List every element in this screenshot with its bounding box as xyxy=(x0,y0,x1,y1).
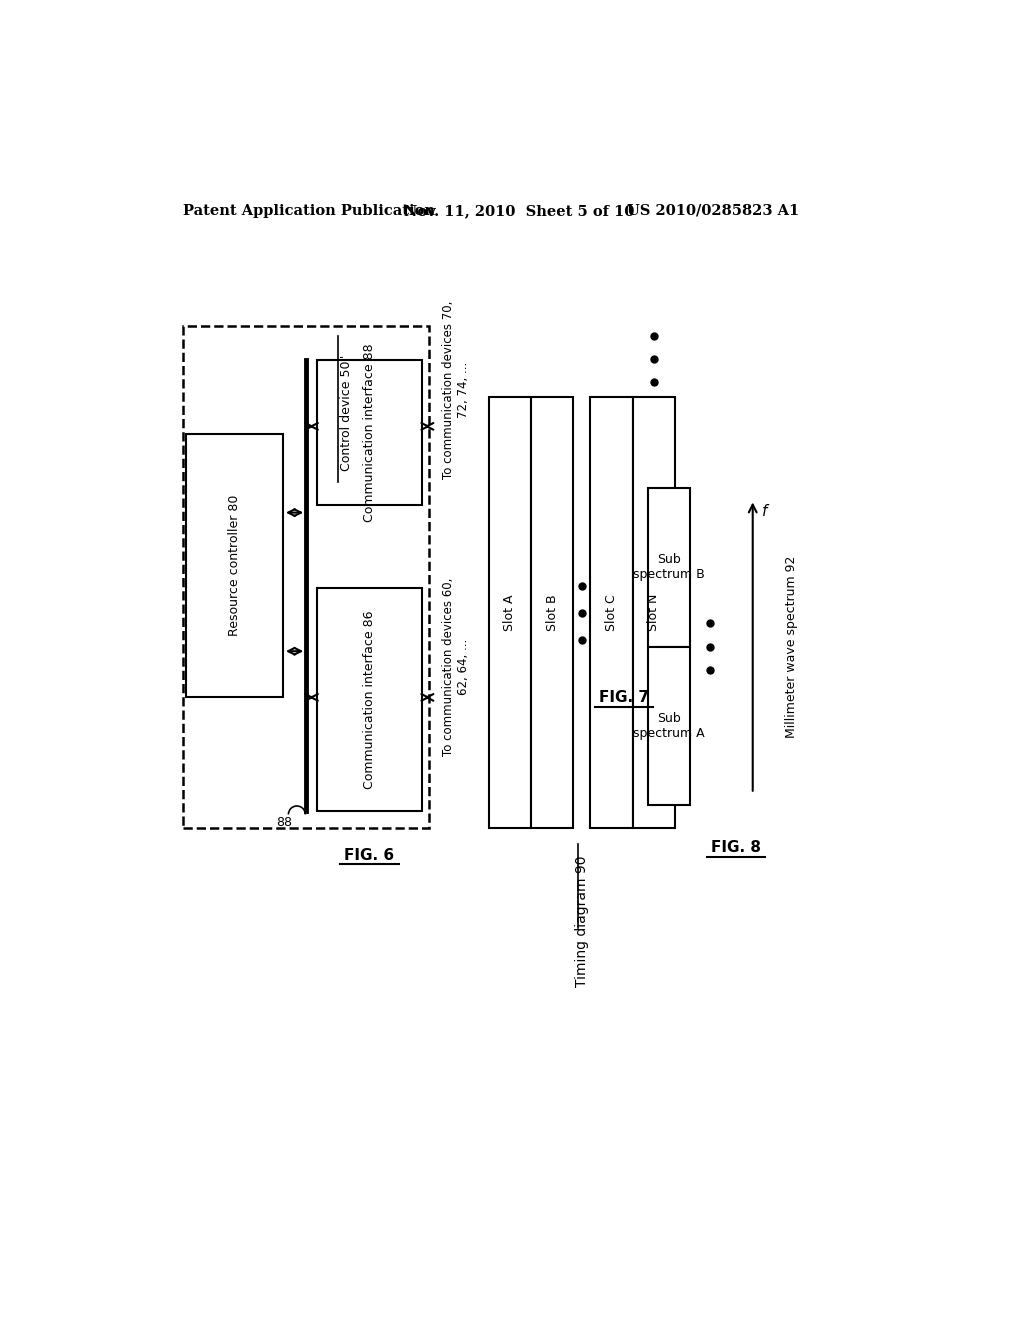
Text: US 2010/0285823 A1: US 2010/0285823 A1 xyxy=(628,203,800,218)
Text: Timing diagram 90: Timing diagram 90 xyxy=(574,855,589,987)
Text: Sub
spectrum B: Sub spectrum B xyxy=(633,553,705,581)
Text: Slot N: Slot N xyxy=(647,594,660,631)
Text: Resource controller 80: Resource controller 80 xyxy=(228,495,241,636)
Text: Control device 50": Control device 50" xyxy=(340,354,352,471)
Bar xyxy=(531,397,573,829)
Bar xyxy=(186,434,283,697)
Text: Slot B: Slot B xyxy=(546,594,559,631)
Text: Slot C: Slot C xyxy=(605,594,617,631)
Bar xyxy=(488,397,531,829)
Bar xyxy=(316,360,422,506)
Bar xyxy=(183,326,429,829)
Text: f: f xyxy=(762,503,767,519)
Text: Communication interface 88: Communication interface 88 xyxy=(362,343,376,521)
Text: FIG. 6: FIG. 6 xyxy=(344,847,394,863)
Bar xyxy=(648,488,689,647)
Text: Slot A: Slot A xyxy=(503,594,516,631)
Text: Millimeter wave spectrum 92: Millimeter wave spectrum 92 xyxy=(784,556,798,738)
Bar xyxy=(648,647,689,805)
Text: To communication devices 70,
72, 74, ...: To communication devices 70, 72, 74, ... xyxy=(442,300,470,479)
Text: 88: 88 xyxy=(276,816,293,829)
Text: Patent Application Publication: Patent Application Publication xyxy=(183,203,435,218)
Bar xyxy=(316,589,422,812)
Text: Sub
spectrum A: Sub spectrum A xyxy=(633,711,705,741)
Text: FIG. 8: FIG. 8 xyxy=(711,840,761,855)
Text: To communication devices 60,
62, 64, ...: To communication devices 60, 62, 64, ... xyxy=(442,577,470,756)
Text: Nov. 11, 2010  Sheet 5 of 10: Nov. 11, 2010 Sheet 5 of 10 xyxy=(403,203,634,218)
Bar xyxy=(590,397,633,829)
Text: Communication interface 86: Communication interface 86 xyxy=(362,610,376,789)
Bar xyxy=(633,397,675,829)
Text: FIG. 7: FIG. 7 xyxy=(599,690,649,705)
